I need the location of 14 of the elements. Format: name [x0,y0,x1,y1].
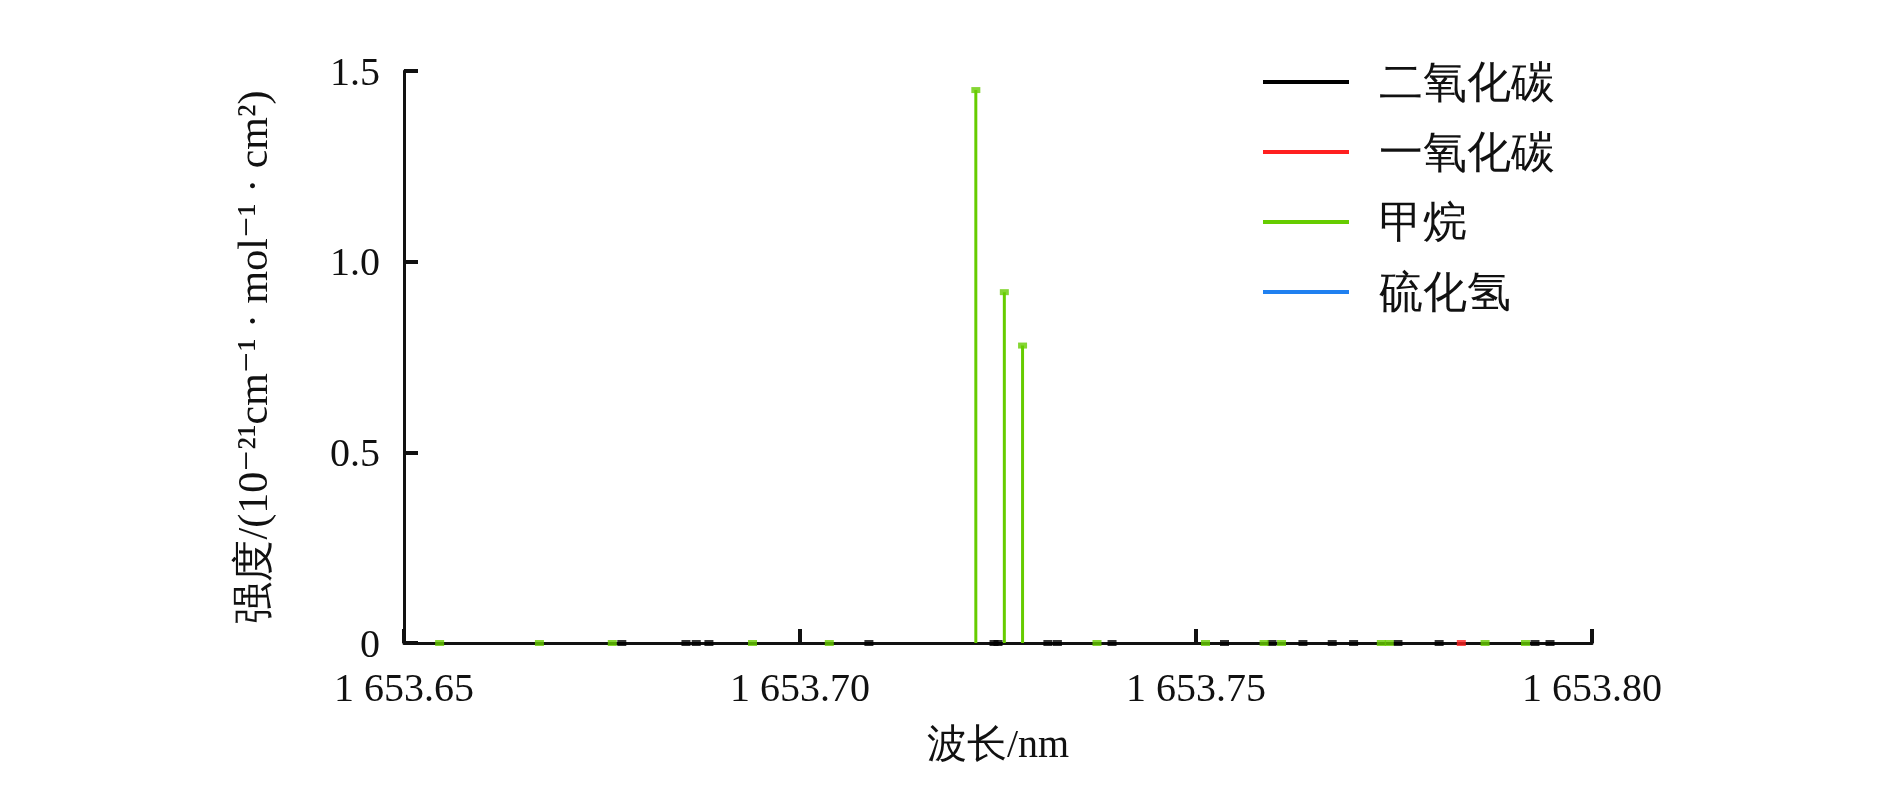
y-tick-label: 1.5 [330,48,380,94]
x-tick-label: 1 653.75 [1126,664,1266,710]
x-tick-label: 1 653.65 [334,664,474,710]
y-tick-label: 0.5 [330,429,380,475]
x-axis-title: 波长/nm [926,720,1070,766]
y-axis-title: 强度/(10⁻²¹cm⁻¹ · mol⁻¹ · cm²) [230,90,277,624]
legend-label: 甲烷 [1379,197,1467,247]
y-tick-label: 0 [360,620,380,666]
x-tick-label: 1 653.80 [1522,664,1662,710]
legend-label: 二氧化碳 [1379,57,1555,107]
legend-label: 硫化氢 [1379,267,1511,317]
y-tick-label: 1.0 [330,239,380,285]
legend-label: 一氧化碳 [1379,127,1555,177]
x-tick-label: 1 653.70 [730,664,870,710]
